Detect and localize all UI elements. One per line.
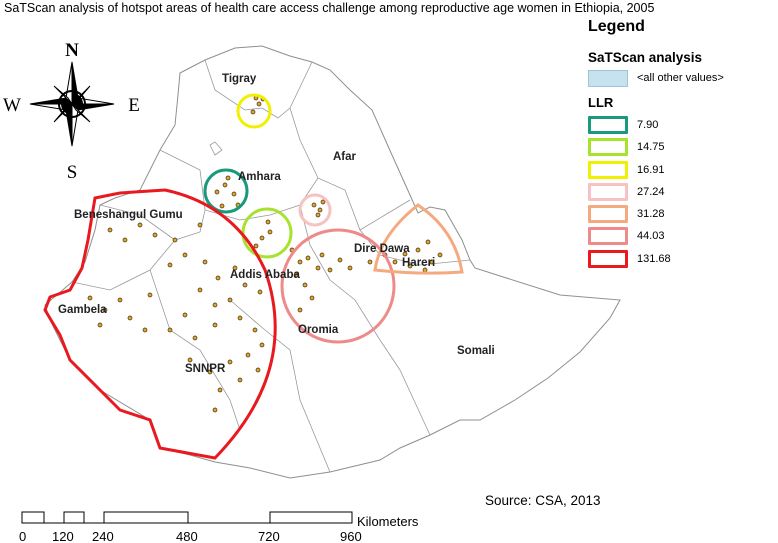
legend-llr-label: 16.91 bbox=[637, 163, 665, 176]
legend-subtitle: SaTScan analysis bbox=[588, 50, 703, 65]
compass-rose: N S E W bbox=[3, 40, 140, 183]
legend-fill-swatch bbox=[588, 69, 628, 87]
legend-llr-item: 14.75 bbox=[588, 136, 773, 158]
legend-title: Legend bbox=[588, 18, 645, 35]
compass-e: E bbox=[128, 95, 140, 116]
label-afar: Afar bbox=[333, 151, 357, 163]
compass-s: S bbox=[67, 162, 78, 183]
legend-llr-label: 31.28 bbox=[637, 208, 665, 221]
legend-llr-swatch bbox=[588, 160, 628, 179]
cluster-pink-light bbox=[298, 193, 332, 227]
legend-llr-item: 7.90 bbox=[588, 114, 773, 136]
legend-panel: Legend SaTScan analysis <all other value… bbox=[588, 18, 773, 270]
scale-tick-960: 960 bbox=[340, 529, 362, 543]
legend-llr-swatch bbox=[588, 116, 628, 134]
legend-llr-swatch bbox=[588, 249, 628, 268]
legend-llr-label: 14.75 bbox=[637, 141, 665, 154]
scale-tick-240: 240 bbox=[92, 529, 114, 543]
legend-llr-item: 31.28 bbox=[588, 203, 773, 225]
cluster-yellow bbox=[236, 93, 272, 129]
legend-llr-item: 16.91 bbox=[588, 159, 773, 181]
label-dire: Dire Dawa bbox=[354, 243, 410, 255]
legend-llr-swatch bbox=[588, 182, 628, 201]
legend-fill-row: <all other values> bbox=[588, 69, 773, 87]
legend-llr-label: 27.24 bbox=[637, 185, 665, 198]
scale-tick-0: 0 bbox=[19, 529, 26, 543]
legend-llr-swatch bbox=[588, 138, 628, 157]
legend-llr-swatch bbox=[588, 205, 628, 224]
map-title: SaTScan analysis of hotspot areas of hea… bbox=[4, 1, 655, 15]
cluster-red bbox=[43, 188, 277, 460]
compass-w: W bbox=[3, 95, 21, 116]
label-addis: Addis Ababa bbox=[230, 269, 300, 281]
legend-llr-item: 131.68 bbox=[588, 248, 773, 270]
label-amhara: Amhara bbox=[238, 171, 281, 183]
scale-unit: Kilometers bbox=[357, 514, 419, 529]
legend-llr-item: 27.24 bbox=[588, 181, 773, 203]
cluster-salmon bbox=[280, 228, 396, 344]
legend-llr-swatch bbox=[588, 227, 628, 246]
scale-tick-120: 120 bbox=[52, 529, 74, 543]
label-somali: Somali bbox=[457, 345, 495, 357]
legend-llr-label: 44.03 bbox=[637, 230, 665, 243]
survey-points bbox=[87, 95, 443, 413]
scale-tick-720: 720 bbox=[258, 529, 280, 543]
label-beneshangul: Beneshangul Gumu bbox=[74, 209, 183, 221]
label-snnpr: SNNPR bbox=[185, 363, 226, 375]
legend-fill-label: <all other values> bbox=[637, 72, 724, 84]
scale-tick-480: 480 bbox=[176, 529, 198, 543]
legend-llr-heading: LLR bbox=[588, 95, 614, 110]
legend-llr-list: 7.90 14.75 16.91 27.24 31.28 44.03 131.6… bbox=[588, 114, 773, 270]
label-gambela: Gambela bbox=[58, 304, 107, 316]
cluster-orange bbox=[373, 203, 464, 275]
label-oromia: Oromia bbox=[298, 324, 339, 336]
legend-llr-item: 44.03 bbox=[588, 225, 773, 247]
label-tigray: Tigray bbox=[222, 73, 257, 85]
region-borders bbox=[71, 59, 471, 473]
legend-llr-label: 131.68 bbox=[637, 252, 671, 265]
source-note: Source: CSA, 2013 bbox=[485, 493, 601, 508]
legend-llr-label: 7.90 bbox=[637, 119, 659, 131]
country-outline bbox=[44, 45, 621, 479]
cluster-teal bbox=[203, 168, 249, 214]
cluster-circles bbox=[43, 93, 464, 460]
label-hareri: Hareri bbox=[402, 257, 435, 269]
compass-n: N bbox=[65, 40, 79, 61]
scale-bar bbox=[21, 511, 353, 524]
